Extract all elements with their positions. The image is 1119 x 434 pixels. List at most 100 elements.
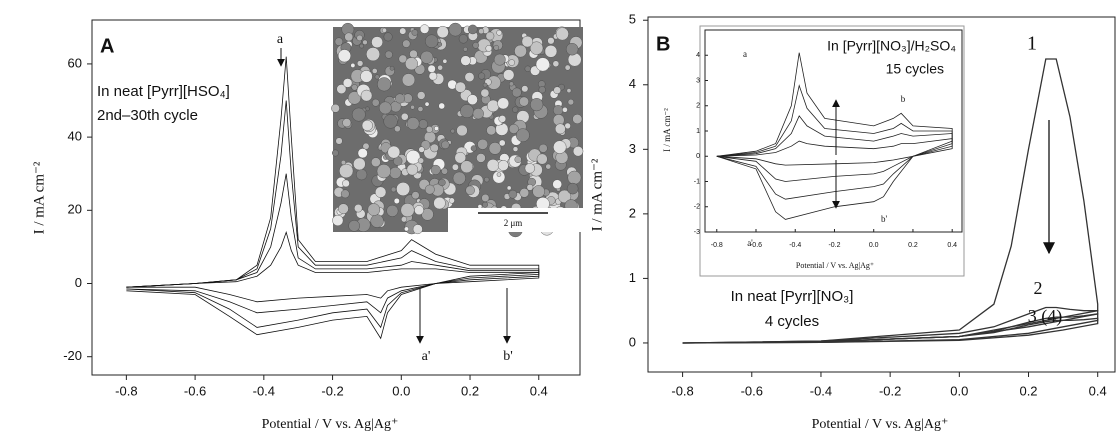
sem-particle (350, 63, 356, 68)
sem-particle (340, 160, 347, 166)
sem-particle (478, 28, 485, 35)
x-tick-label: -0.6 (184, 383, 206, 398)
sem-particle (359, 43, 364, 49)
cv-curve (716, 52, 953, 220)
sem-particle (354, 204, 363, 213)
sem-particle (417, 157, 424, 164)
sem-particle (472, 108, 484, 120)
sem-particle (514, 44, 527, 58)
sem-particle (572, 146, 584, 157)
sem-particle (476, 153, 486, 163)
y-tick-label: 5 (629, 12, 636, 27)
y-tick-label: 4 (696, 52, 700, 59)
sem-particle (337, 49, 351, 63)
sem-particle (467, 94, 478, 105)
annotation: 3 (4) (1028, 306, 1063, 327)
sem-particle (374, 74, 380, 80)
sem-particle (383, 32, 393, 42)
sem-particle (383, 114, 398, 129)
y-axis-label: I / mA cm⁻² (31, 161, 47, 234)
y-tick-label: 0 (629, 334, 636, 349)
scale-bar-box (448, 208, 583, 232)
sem-particle (484, 176, 490, 183)
annotation: 4 cycles (765, 313, 819, 330)
sem-particle (562, 107, 568, 113)
x-tick-label: -0.8 (671, 383, 693, 398)
sem-particle (377, 77, 392, 92)
sem-particle (509, 81, 514, 87)
sem-particle (553, 140, 567, 154)
cv-curve (716, 84, 953, 200)
sem-particle (441, 167, 448, 175)
sem-particle (386, 204, 399, 217)
sem-particle (436, 25, 449, 39)
sem-particle (493, 53, 506, 66)
sem-particle (401, 73, 416, 87)
sem-particle (536, 153, 548, 165)
sem-particle (460, 55, 471, 66)
sem-particle (506, 185, 512, 191)
sem-particle (521, 35, 534, 48)
annotation: a (277, 32, 284, 47)
x-tick-label: -0.4 (810, 383, 832, 398)
sem-particle (370, 214, 384, 228)
annotation: b' (881, 214, 888, 224)
sem-particle (367, 203, 381, 216)
annotation: 2nd–30th cycle (97, 107, 198, 124)
cv-curve (126, 56, 540, 340)
sem-particle (357, 148, 368, 159)
x-tick-label: -0.8 (115, 383, 137, 398)
sem-particle (508, 189, 518, 199)
sem-particle (478, 72, 486, 80)
sem-particle (417, 91, 426, 100)
sem-particle (486, 125, 497, 136)
x-tick-label: -0.6 (750, 242, 762, 249)
x-tick-label: 0.0 (869, 242, 879, 249)
sem-particle (454, 81, 466, 93)
sem-particle (470, 145, 477, 152)
sem-particle (347, 91, 362, 105)
x-tick-label: -0.2 (828, 242, 840, 249)
sem-particle (438, 102, 445, 110)
sem-particle (414, 205, 424, 216)
y-tick-label: 0 (75, 275, 82, 290)
sem-particle (332, 214, 344, 226)
sem-particle (401, 216, 408, 223)
sem-particle (508, 123, 519, 134)
y-tick-label: -2 (694, 204, 700, 211)
sem-particle (538, 143, 548, 153)
sem-particle (351, 107, 366, 122)
annotation: 15 cycles (886, 61, 944, 77)
sem-particle (554, 123, 566, 135)
sem-particle (406, 117, 420, 130)
sem-particle (480, 88, 490, 98)
sem-particle (516, 128, 530, 143)
sem-particle (532, 185, 545, 198)
sem-particle (572, 114, 583, 124)
x-tick-label: 0.4 (1089, 383, 1107, 398)
sem-particle (371, 157, 381, 167)
sem-particle (512, 106, 519, 113)
x-tick-label: -0.2 (879, 383, 901, 398)
panel-label: B (656, 33, 670, 55)
sem-particle (412, 224, 423, 235)
y-tick-label: 40 (68, 129, 82, 144)
sem-particle (438, 178, 446, 187)
sem-particle (508, 59, 515, 66)
sem-particle (411, 29, 419, 36)
sem-particle (442, 58, 448, 64)
sem-image: 2 μm (331, 22, 584, 238)
sem-particle (384, 50, 393, 59)
sem-particle (524, 65, 531, 72)
sem-particle (348, 220, 360, 232)
sem-particle (557, 189, 572, 204)
sem-particle (336, 84, 347, 94)
sem-particle (458, 34, 468, 44)
sem-particle (456, 124, 468, 137)
sem-particle (552, 179, 562, 190)
sem-particle (437, 64, 443, 71)
y-tick-label: -1 (694, 178, 700, 185)
sem-particle (338, 203, 349, 215)
sem-particle (342, 118, 352, 128)
sem-particle (344, 32, 354, 42)
